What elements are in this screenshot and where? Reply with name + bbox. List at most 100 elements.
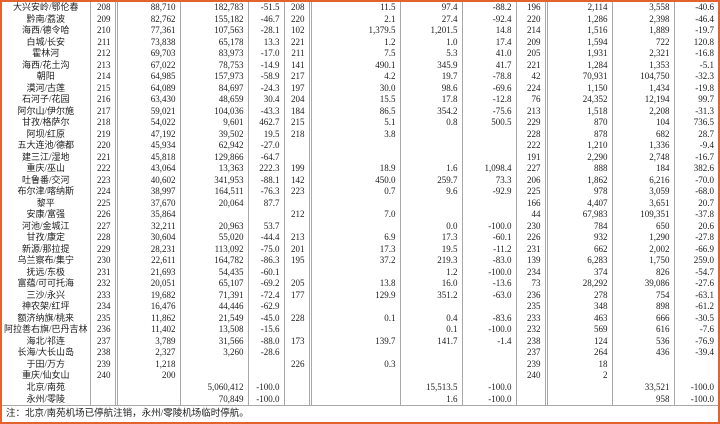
value-cell xyxy=(310,301,401,313)
value-cell: 4,407 xyxy=(546,197,613,209)
value-cell: -88.1 xyxy=(248,174,285,186)
value-cell: -63.1 xyxy=(695,289,714,300)
value-cell xyxy=(180,358,249,370)
value-cell: 13,363 xyxy=(180,163,249,175)
value-cell: 24,352 xyxy=(546,94,613,106)
airport-name-cell: 建三江/湿地 xyxy=(2,151,91,163)
value-cell: 28.7 xyxy=(698,128,714,139)
value-cell: 37.2 xyxy=(310,255,401,267)
value-cell: 67,983 xyxy=(546,209,613,221)
rank-cell: 224 xyxy=(90,186,118,198)
value-cell: 77,361 xyxy=(116,25,181,37)
value-cell: 1,931 xyxy=(546,48,613,60)
value-cell: 259.0 xyxy=(693,255,714,266)
value-cell: 6.9 xyxy=(310,232,401,244)
value-cell: 67,022 xyxy=(116,59,181,71)
rank-cell xyxy=(516,393,548,405)
value-cell xyxy=(116,393,181,405)
rank-cell: 240 xyxy=(516,370,548,382)
airport-name-cell: 富蕴/可可托海 xyxy=(2,278,91,290)
value-cell: 259.7 xyxy=(400,174,463,186)
table-row: 永州/零陵 70,849 -100.0 1.6 -100.0 958 -100.0 xyxy=(2,393,718,405)
value-cell: 17.3 xyxy=(400,232,463,244)
value-cell: -60.1 xyxy=(462,232,517,244)
value-cell: 1,434 xyxy=(612,82,675,94)
value-cell xyxy=(400,358,463,370)
value-cell: 1,516 xyxy=(546,25,613,37)
value-cell: 0.1 xyxy=(400,324,463,336)
value-cell: 1,098.4 xyxy=(462,163,517,175)
value-cell: 70,931 xyxy=(546,71,613,83)
value-cell: 33,521 xyxy=(612,381,675,393)
rank-cell: 219 xyxy=(90,128,118,140)
value-cell: 20,963 xyxy=(180,220,249,232)
value-cell: 11.5 xyxy=(310,2,401,14)
value-cell: -62.9 xyxy=(248,301,285,313)
value-cell: 109,351 xyxy=(612,209,675,221)
value-cell: 14.8 xyxy=(462,25,517,37)
value-cell: 3,558 xyxy=(612,2,675,14)
value-cell: -46.7 xyxy=(248,13,285,25)
rank-cell: 173 xyxy=(284,335,312,347)
rank-cell: 166 xyxy=(516,197,548,209)
rank-cell: 211 xyxy=(284,48,312,60)
value-cell: 13,508 xyxy=(180,324,249,336)
value-cell xyxy=(612,358,675,370)
table-row: 阿尔山/伊尔施 217 59,021 104,036 -43.3 184 86.5 354.2… xyxy=(2,105,718,117)
rank-cell: 233 xyxy=(516,312,548,324)
value-cell: 878 xyxy=(546,128,613,140)
rank-cell: 204 xyxy=(284,94,312,106)
airport-name-cell: 阿坝/红原 xyxy=(2,128,91,140)
value-cell: 27.4 xyxy=(400,13,463,25)
value-cell: 62,942 xyxy=(180,140,249,152)
value-cell: 2 xyxy=(546,370,613,382)
rank-cell: 223 xyxy=(284,186,312,198)
table-row: 海西/花土沟 213 67,022 78,753 -14.9 141 490.1 345.9 4… xyxy=(2,59,718,71)
value-cell: 99.7 xyxy=(698,94,714,105)
rank-cell xyxy=(284,151,312,163)
rank-cell: 235 xyxy=(516,301,548,313)
value-cell: -64.7 xyxy=(248,151,285,163)
table-row: 朝阳 214 64,985 157,973 -58.9 217 4.2 19.7 -78.8 42… xyxy=(2,71,718,83)
value-cell: -100.0 xyxy=(248,393,285,405)
airport-name-cell: 海西/花土沟 xyxy=(2,59,91,71)
value-cell: 35,864 xyxy=(116,209,181,221)
value-cell: 569 xyxy=(546,324,613,336)
table-row: 乌兰察布/集宁 230 22,611 164,782 -86.3 195 37.2 219.3… xyxy=(2,255,718,267)
value-cell: 107,563 xyxy=(180,25,249,37)
value-cell: 47,192 xyxy=(116,128,181,140)
rank-cell: 197 xyxy=(284,82,312,94)
value-cell: 64,089 xyxy=(116,82,181,94)
value-cell xyxy=(400,151,463,163)
value-cell: -100.0 xyxy=(462,381,517,393)
rank-cell: 227 xyxy=(516,163,548,175)
value-cell: 17.4 xyxy=(462,36,517,48)
value-cell: -16.8 xyxy=(695,48,714,59)
value-cell: 88,710 xyxy=(116,2,181,14)
table-row: 河池/金城江 227 32,211 20,963 53.7 0.0 -100.0 230 784… xyxy=(2,220,718,232)
airport-name-cell: 霍林河 xyxy=(2,48,91,60)
value-cell: 374 xyxy=(546,266,613,278)
table-row: 甘孜/格萨尔 218 54,022 9,601 462.7 215 5.1 0.8 500.5 2… xyxy=(2,117,718,129)
rank-cell: 139 xyxy=(516,255,548,267)
value-cell: 1.0 xyxy=(400,36,463,48)
value-cell: 69,703 xyxy=(116,48,181,60)
value-cell: 124 xyxy=(546,335,613,347)
value-cell: 18 xyxy=(546,358,613,370)
table-row: 长海/大长山岛 238 2,327 3,260 -28.6 237 264 436 -39.4 xyxy=(2,347,718,359)
value-cell: 354.2 xyxy=(400,105,463,117)
rank-cell xyxy=(90,381,118,393)
value-cell: -86.3 xyxy=(248,255,285,267)
table-row: 黔南/荔波 209 82,762 155,182 -46.7 220 2.1 27.4 -92.… xyxy=(2,13,718,25)
rank-cell: 222 xyxy=(90,163,118,175)
value-cell: 87.7 xyxy=(248,197,285,209)
rank-cell: 234 xyxy=(90,301,118,313)
rank-cell xyxy=(284,381,312,393)
airport-name-cell: 重庆/仙女山 xyxy=(2,370,91,382)
rank-cell xyxy=(284,197,312,209)
rank-cell: 228 xyxy=(90,232,118,244)
value-cell xyxy=(310,370,401,382)
value-cell: 17.8 xyxy=(400,94,463,106)
table-row: 于田/万方 239 1,218 226 0.3 239 18 xyxy=(2,358,718,370)
